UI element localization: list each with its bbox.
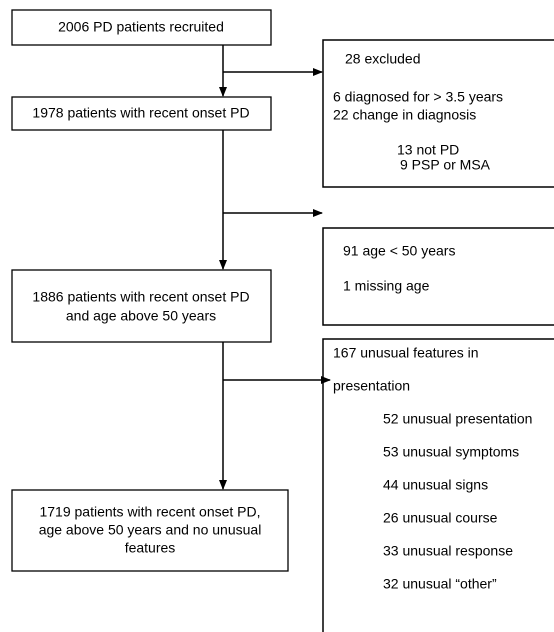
exclusion-text: 32 unusual “other”	[383, 576, 497, 592]
exclusion-text: 52 unusual presentation	[383, 411, 532, 427]
node-text: 2006 PD patients recruited	[58, 19, 224, 35]
exclusion-box	[322, 227, 554, 326]
exclusion-text: 6 diagnosed for > 3.5 years	[333, 89, 503, 105]
exclusion-text: presentation	[333, 378, 410, 394]
node-text: 1719 patients with recent onset PD,	[39, 504, 260, 520]
exclusion-text: 22 change in diagnosis	[333, 107, 476, 123]
node-box	[11, 9, 272, 46]
exclusion-text: 9 PSP or MSA	[400, 157, 491, 173]
node-text: age above 50 years and no unusual	[39, 522, 262, 538]
node-text: 1886 patients with recent onset PD	[32, 289, 249, 305]
exclusion-text: 1 missing age	[343, 278, 430, 294]
exclusion-text: 53 unusual symptoms	[383, 444, 519, 460]
node-box	[11, 269, 272, 343]
exclusion-text: 44 unusual signs	[383, 477, 488, 493]
node-box	[11, 489, 289, 572]
node-text: features	[125, 540, 176, 556]
node-text: 1978 patients with recent onset PD	[32, 105, 249, 121]
node-box	[11, 96, 272, 131]
exclusion-text: 91 age < 50 years	[343, 243, 455, 259]
exclusion-box	[322, 39, 554, 188]
exclusion-text: 167 unusual features in	[333, 345, 479, 361]
exclusion-text: 26 unusual course	[383, 510, 498, 526]
node-text: and age above 50 years	[66, 308, 216, 324]
exclusion-box	[322, 338, 554, 632]
exclusion-text: 13 not PD	[397, 142, 459, 158]
exclusion-text: 33 unusual response	[383, 543, 513, 559]
exclusion-text: 28 excluded	[345, 51, 421, 67]
